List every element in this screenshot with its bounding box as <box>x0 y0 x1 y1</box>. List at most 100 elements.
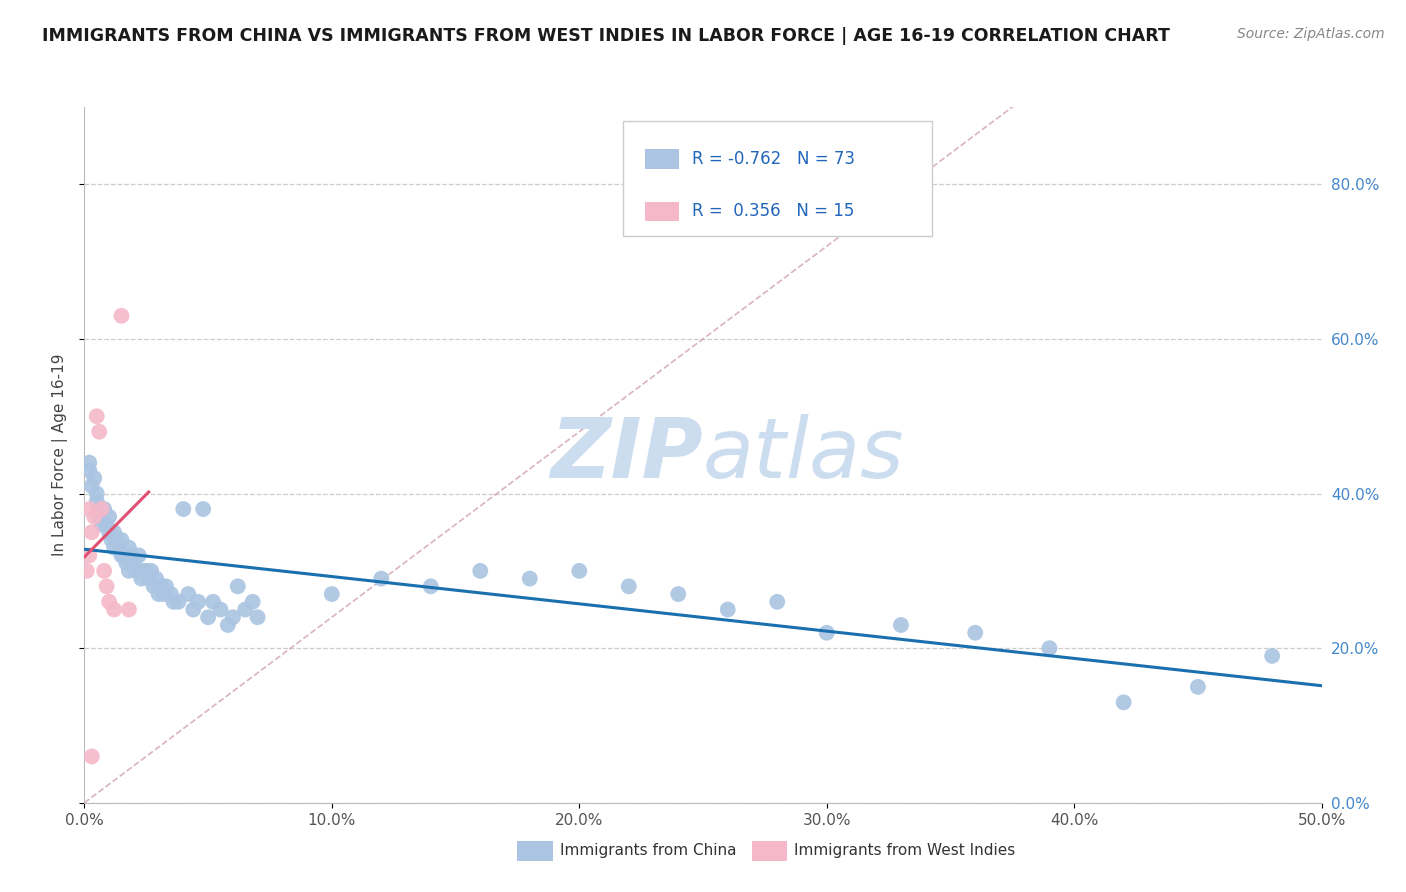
Point <box>103 602 125 616</box>
Point <box>142 579 165 593</box>
Point <box>110 549 132 563</box>
Point <box>617 579 640 593</box>
Point <box>90 502 112 516</box>
Text: Immigrants from West Indies: Immigrants from West Indies <box>794 844 1015 858</box>
Bar <box>645 202 679 221</box>
Point <box>890 618 912 632</box>
Point <box>96 517 118 532</box>
Point <box>666 587 689 601</box>
Point <box>152 587 174 601</box>
Point <box>90 517 112 532</box>
Point <box>766 595 789 609</box>
Point <box>222 610 245 624</box>
Point <box>141 564 163 578</box>
Point <box>568 564 591 578</box>
Point <box>1261 648 1284 663</box>
Text: ZIP: ZIP <box>550 415 703 495</box>
Point <box>80 479 103 493</box>
Bar <box>645 150 679 169</box>
Point <box>103 541 125 555</box>
Point <box>470 564 492 578</box>
Point <box>80 749 103 764</box>
Text: Immigrants from China: Immigrants from China <box>560 844 737 858</box>
Point <box>110 309 132 323</box>
Point <box>145 572 167 586</box>
Point <box>187 595 209 609</box>
Point <box>138 572 160 586</box>
Point <box>246 610 269 624</box>
Point <box>135 564 157 578</box>
Point <box>93 564 115 578</box>
Point <box>105 533 128 547</box>
Point <box>98 525 121 540</box>
Point <box>120 549 142 563</box>
Point <box>1187 680 1209 694</box>
Point <box>181 602 204 616</box>
Point <box>172 502 194 516</box>
Point <box>93 502 115 516</box>
Point <box>103 525 125 540</box>
Point <box>202 595 225 609</box>
Point <box>86 409 108 424</box>
Point <box>129 572 152 586</box>
Point <box>108 541 131 555</box>
Point <box>122 556 145 570</box>
Point <box>191 502 214 516</box>
Text: atlas: atlas <box>703 415 904 495</box>
Point <box>83 471 105 485</box>
Point <box>717 602 740 616</box>
Point <box>86 494 108 508</box>
Point <box>1112 695 1135 709</box>
Point <box>965 625 987 640</box>
Point <box>89 502 111 516</box>
Point <box>167 595 190 609</box>
Point <box>226 579 249 593</box>
Point <box>115 556 138 570</box>
Point <box>815 625 838 640</box>
Point <box>79 549 101 563</box>
Point <box>112 549 135 563</box>
Point <box>177 587 200 601</box>
Point <box>217 618 239 632</box>
Point <box>242 595 264 609</box>
Point <box>519 572 541 586</box>
Point <box>148 587 170 601</box>
Point <box>162 595 184 609</box>
Point <box>118 541 141 555</box>
FancyBboxPatch shape <box>623 121 932 235</box>
Point <box>321 587 343 601</box>
Point <box>197 610 219 624</box>
Point <box>209 602 232 616</box>
Point <box>419 579 441 593</box>
Point <box>125 564 148 578</box>
Point <box>233 602 256 616</box>
Point <box>1038 641 1060 656</box>
Point <box>96 579 118 593</box>
Point <box>155 579 177 593</box>
Text: R =  0.356   N = 15: R = 0.356 N = 15 <box>692 202 855 220</box>
Point <box>83 509 105 524</box>
Point <box>98 595 121 609</box>
Point <box>79 463 101 477</box>
Point <box>79 502 101 516</box>
Point <box>370 572 392 586</box>
Point <box>98 509 121 524</box>
Point <box>80 525 103 540</box>
Point <box>89 425 111 439</box>
Y-axis label: In Labor Force | Age 16-19: In Labor Force | Age 16-19 <box>52 353 69 557</box>
Point <box>150 579 173 593</box>
Point <box>118 564 141 578</box>
Point <box>86 486 108 500</box>
Text: Source: ZipAtlas.com: Source: ZipAtlas.com <box>1237 27 1385 41</box>
Point <box>110 533 132 547</box>
Text: R = -0.762   N = 73: R = -0.762 N = 73 <box>692 150 855 169</box>
Point <box>160 587 183 601</box>
Point <box>128 549 150 563</box>
Point <box>100 533 122 547</box>
Text: IMMIGRANTS FROM CHINA VS IMMIGRANTS FROM WEST INDIES IN LABOR FORCE | AGE 16-19 : IMMIGRANTS FROM CHINA VS IMMIGRANTS FROM… <box>42 27 1170 45</box>
Point <box>89 509 111 524</box>
Point <box>79 456 101 470</box>
Point <box>132 564 155 578</box>
Point <box>76 564 98 578</box>
Point <box>118 602 141 616</box>
